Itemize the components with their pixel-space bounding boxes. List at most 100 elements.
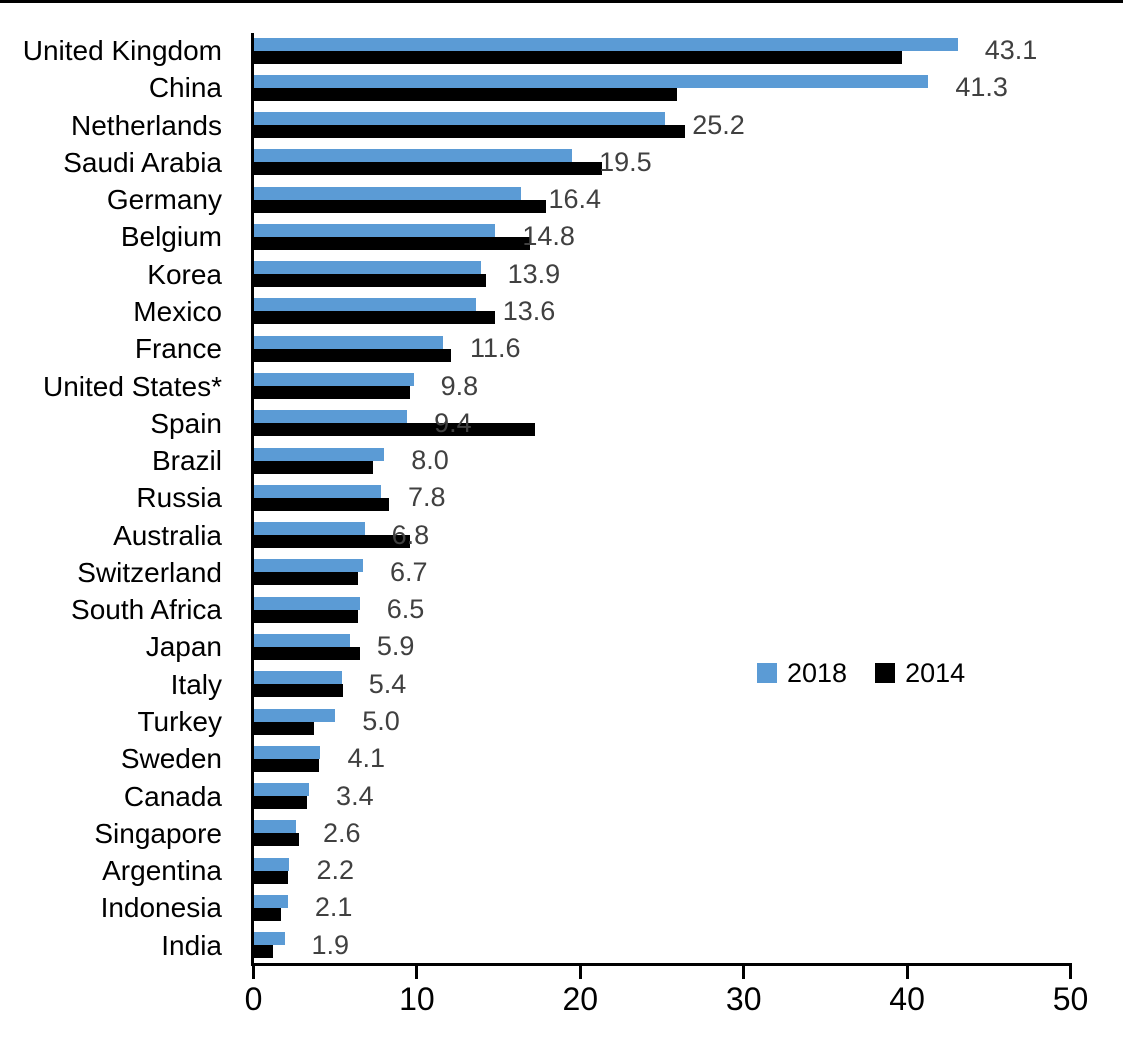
category-label: Brazil xyxy=(151,445,222,477)
value-label: 5.9 xyxy=(376,631,415,662)
value-label: 7.8 xyxy=(407,482,446,513)
value-label: 16.4 xyxy=(548,184,602,215)
value-label: 11.6 xyxy=(470,333,521,364)
category-label: Mexico xyxy=(133,295,222,327)
bar-2014 xyxy=(253,423,535,437)
category-label: United Kingdom xyxy=(22,35,222,66)
bar-2014 xyxy=(253,609,359,623)
bar-2018 xyxy=(253,932,285,946)
category-label: Spain xyxy=(150,407,222,439)
bar-2014 xyxy=(253,833,300,847)
legend-swatch-2018 xyxy=(757,663,777,683)
bar-2018 xyxy=(253,37,958,51)
category-label: Germany xyxy=(106,184,222,216)
bar-2014 xyxy=(253,87,677,101)
bar-2014 xyxy=(253,497,390,511)
category-label: Turkey xyxy=(137,706,222,738)
x-axis-line xyxy=(251,963,1072,966)
bar-2014 xyxy=(253,199,546,213)
category-label: Russia xyxy=(136,482,222,514)
bar-2018 xyxy=(253,223,496,237)
category-label: France xyxy=(134,333,222,365)
value-label: 13.9 xyxy=(507,258,561,289)
x-axis-tick-label: 40 xyxy=(889,981,925,1017)
category-label: United States* xyxy=(43,370,222,402)
value-label: 5.0 xyxy=(362,706,400,737)
bar-2018 xyxy=(253,857,290,871)
value-label: 9.4 xyxy=(434,407,472,438)
bar-2014 xyxy=(253,386,411,400)
bar-2018 xyxy=(253,112,666,126)
value-label: 19.5 xyxy=(599,146,652,177)
bar-2018 xyxy=(253,261,481,275)
value-label: 2.6 xyxy=(322,817,361,848)
category-label: South Africa xyxy=(71,594,222,626)
top-border-line xyxy=(0,0,1123,3)
bar-2014 xyxy=(253,945,274,959)
chart-legend: 2018 2014 xyxy=(757,658,966,688)
bar-2018 xyxy=(253,298,476,312)
x-axis-tick xyxy=(415,966,419,979)
x-axis-tick xyxy=(742,966,746,979)
value-label: 43.1 xyxy=(984,35,1038,65)
value-label: 2.2 xyxy=(316,855,354,886)
bar-2018 xyxy=(253,708,336,722)
legend-label-2014: 2014 xyxy=(905,658,966,688)
bar-2018 xyxy=(253,149,573,163)
bar-2014 xyxy=(253,646,360,660)
bar-2014 xyxy=(253,796,308,810)
bar-2018 xyxy=(253,745,321,759)
value-label: 25.2 xyxy=(692,109,745,140)
value-label: 41.3 xyxy=(955,72,1008,103)
value-label: 6.7 xyxy=(389,556,428,587)
bar-2018 xyxy=(253,186,522,200)
category-label: Indonesia xyxy=(100,892,222,924)
bar-2018 xyxy=(253,373,414,387)
category-label: Saudi Arabia xyxy=(63,146,222,178)
value-label: 1.9 xyxy=(311,929,350,960)
bar-2014 xyxy=(253,125,685,139)
bar-2018 xyxy=(253,410,408,424)
category-label: China xyxy=(148,72,222,104)
value-label: 4.1 xyxy=(347,743,386,774)
bar-2014 xyxy=(253,535,411,549)
legend-item-2018: 2018 xyxy=(757,658,848,688)
category-label: Singapore xyxy=(94,817,222,849)
bar-2018 xyxy=(253,522,365,536)
category-label: Australia xyxy=(113,519,222,551)
bar-2018 xyxy=(253,447,385,461)
x-axis-tick-label: 10 xyxy=(399,981,435,1017)
value-label: 3.4 xyxy=(336,780,374,811)
bar-2018 xyxy=(253,894,288,908)
bar-2018 xyxy=(253,671,342,685)
legend-swatch-2014 xyxy=(875,663,896,683)
x-axis-tick xyxy=(252,966,255,979)
bar-2014 xyxy=(253,274,486,288)
bar-2014 xyxy=(253,50,903,64)
bar-2018 xyxy=(253,783,310,797)
bar-2014 xyxy=(253,870,288,884)
value-label: 2.1 xyxy=(314,892,353,923)
x-axis-tick-label: 20 xyxy=(562,981,599,1017)
bar-2014 xyxy=(253,311,496,325)
category-label: Switzerland xyxy=(77,556,222,588)
value-label: 6.5 xyxy=(386,594,425,625)
bar-2018 xyxy=(253,596,360,610)
category-label: Italy xyxy=(170,668,222,700)
x-axis-tick-label: 30 xyxy=(725,981,762,1017)
x-axis-tick xyxy=(1069,966,1072,979)
value-label: 8.0 xyxy=(411,445,449,476)
bar-2014 xyxy=(253,348,452,362)
bar-2018 xyxy=(253,484,381,498)
bar-2014 xyxy=(253,162,602,176)
bar-2018 xyxy=(253,335,444,349)
value-label: 6.8 xyxy=(391,519,430,550)
value-label: 5.4 xyxy=(368,668,407,699)
legend-label-2018: 2018 xyxy=(787,658,848,688)
category-label: Belgium xyxy=(120,221,222,253)
bar-2014 xyxy=(253,236,530,250)
bar-2014 xyxy=(253,460,373,474)
x-axis-tick xyxy=(578,966,582,979)
bar-2014 xyxy=(253,721,314,735)
